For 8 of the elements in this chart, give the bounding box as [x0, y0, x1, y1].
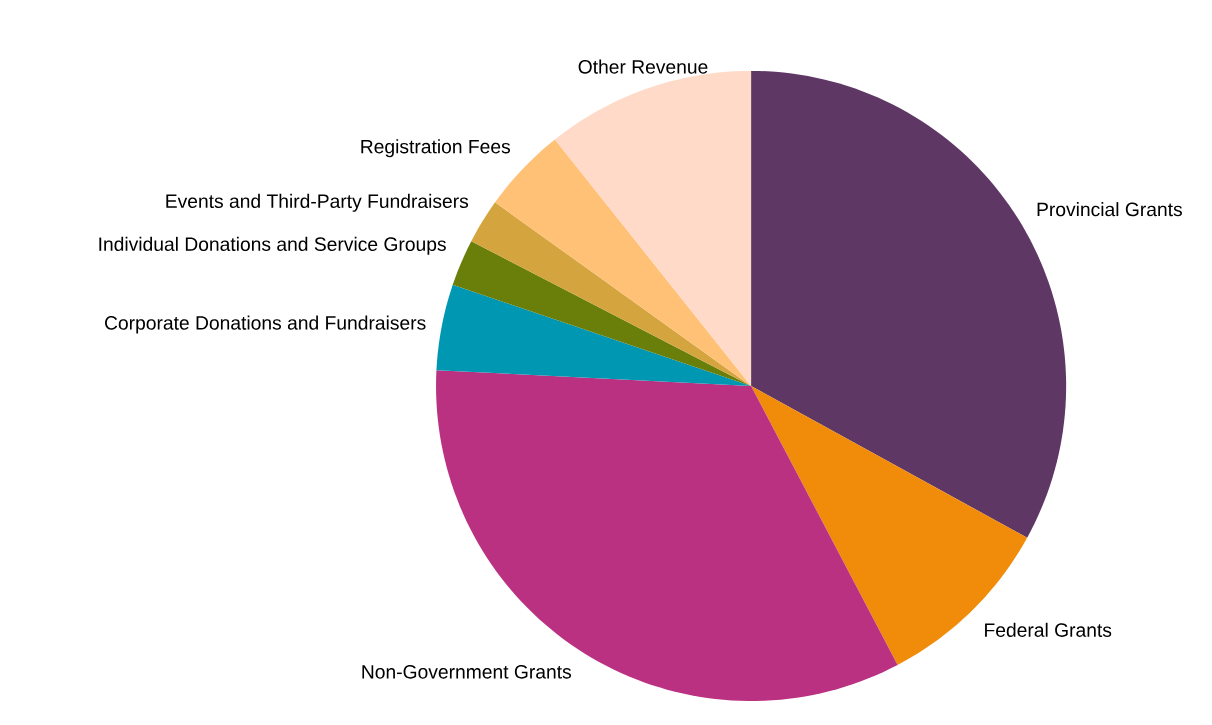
slice-label: Corporate Donations and Fundraisers: [105, 315, 426, 334]
slice-label: Events and Third-Party Fundraisers: [166, 193, 469, 212]
slice-label: Non-Government Grants: [362, 664, 572, 679]
slice-label: Other Revenue: [578, 59, 708, 74]
slice-label: Federal Grants: [985, 622, 1112, 637]
slice-label: Individual Donations and Service Groups: [99, 236, 446, 255]
slice-label: Provincial Grants: [1037, 202, 1182, 217]
slice-label: Registration Fees: [361, 139, 511, 158]
